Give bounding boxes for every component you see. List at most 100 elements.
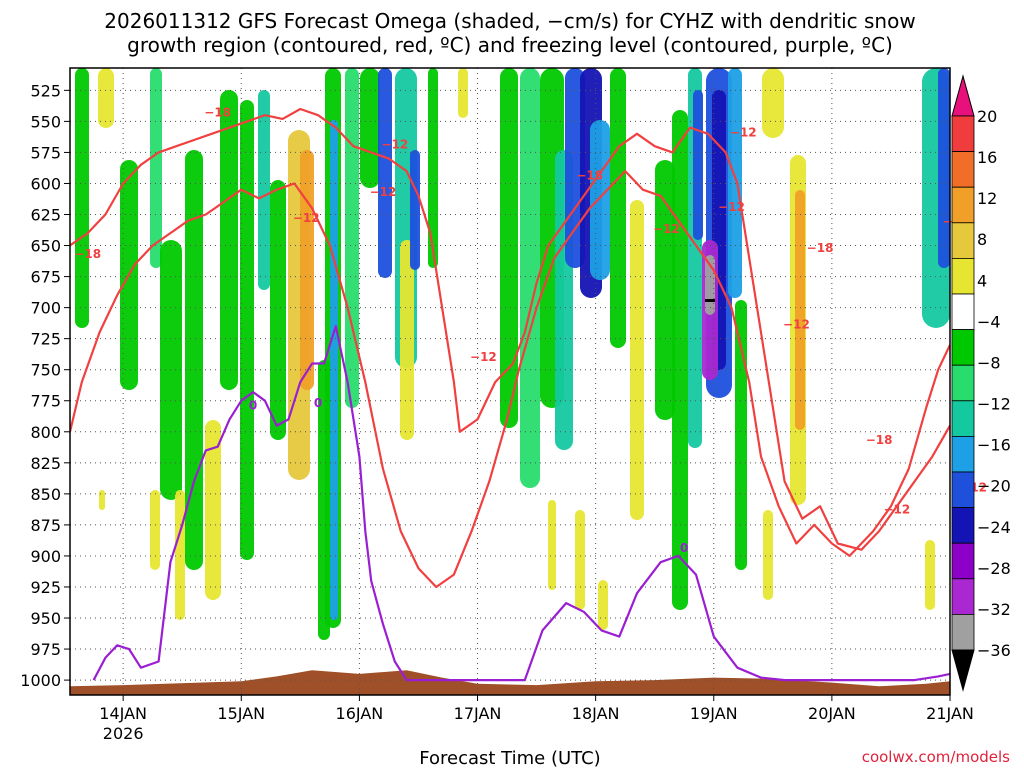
chart-title-line-2: growth region (contoured, red, ºC) and f… (127, 33, 893, 57)
omega-shade-46 (795, 190, 805, 430)
contour-label-10: −18 (807, 241, 834, 255)
contour-label-3: −12 (381, 138, 408, 152)
omega-shade-49 (925, 540, 935, 610)
colorbar-band-13 (951, 542, 975, 580)
omega-shade-34 (672, 110, 688, 610)
colorbar-bottom-arrow (951, 649, 975, 692)
colorbar-label-11: −28 (977, 559, 1011, 578)
colorbar-band-1 (951, 115, 975, 152)
omega-shade-48 (938, 68, 950, 268)
plot-area: −18 −18 −12 −12 −12 −12 −18 −12 −12 −12 −18 −12 −18 −… (69, 67, 987, 696)
omega-shading (75, 68, 950, 640)
plot-frame (69, 67, 951, 696)
omega-shade-3 (150, 68, 162, 268)
colorbar-band-2 (951, 151, 975, 188)
contour-label-0: −18 (74, 247, 101, 261)
credit-text: coolwx.com/models (862, 748, 1010, 766)
colorbar-top-arrow (951, 74, 975, 117)
omega-shade-7 (220, 90, 238, 390)
omega-shade-22 (428, 68, 438, 268)
y-tick-label-950: 950 (30, 609, 61, 628)
omega-shade-10 (270, 180, 286, 440)
x-tick-label-20JAN: 20JAN (808, 704, 856, 723)
omega-shade-core (705, 299, 715, 302)
contour-label-12: −18 (866, 433, 893, 447)
colorbar-band-15 (951, 614, 975, 651)
colorbar-label-8: −16 (977, 436, 1011, 455)
y-tick-label-675: 675 (30, 268, 61, 287)
omega-shade-8 (240, 100, 254, 560)
omega-shade-44 (763, 510, 773, 600)
omega-shade-16 (345, 68, 359, 408)
y-tick-label-600: 600 (30, 174, 61, 193)
y-tick-label-550: 550 (30, 112, 61, 131)
colorbar-label-4: 4 (977, 271, 987, 290)
colorbar-label-12: −32 (977, 600, 1011, 619)
contour-label-8: −12 (730, 125, 757, 139)
y-tick-label-1000: 1000 (20, 671, 61, 690)
colorbar-label-7: −12 (977, 395, 1011, 414)
y-tick-label-725: 725 (30, 330, 61, 349)
omega-shade-25 (520, 68, 540, 488)
contour-label-5: −12 (470, 350, 497, 364)
colorbar-label-5: −4 (977, 312, 1001, 331)
x-tick-label-18JAN: 18JAN (572, 704, 620, 723)
omega-shade-42 (735, 300, 747, 570)
omega-shade-53 (548, 500, 556, 590)
y-tick-label-900: 900 (30, 547, 61, 566)
y-tick-label-925: 925 (30, 578, 61, 597)
y-tick-label-975: 975 (30, 640, 61, 659)
y-tick-label-700: 700 (30, 299, 61, 318)
y-tick-label-750: 750 (30, 361, 61, 380)
omega-shade-5 (185, 150, 203, 570)
terrain-profile (70, 670, 950, 695)
omega-shade-50 (150, 490, 160, 570)
colorbar-band-10 (951, 435, 975, 473)
omega-shade-43 (762, 68, 784, 138)
contour-label-11: −12 (783, 318, 810, 332)
omega-shade-31 (610, 68, 626, 348)
omega-shade-18 (378, 68, 392, 278)
y-tick-label-525: 525 (30, 81, 61, 100)
omega-shade-55 (598, 580, 608, 630)
omega-shade-12 (300, 150, 314, 390)
contour-label-4: −12 (370, 185, 397, 199)
colorbar-label-10: −24 (977, 518, 1011, 537)
omega-shade-24 (500, 68, 518, 428)
omega-shade-51 (175, 490, 185, 620)
y-tick-label-850: 850 (30, 485, 61, 504)
colorbar-band-4 (951, 222, 975, 259)
colorbar-label-3: 8 (977, 230, 987, 249)
colorbar: 20 16 12 8 4 −4 −8 −12 −16 −20 −24 −28 −32 −36 (951, 74, 1011, 692)
omega-shade-6 (205, 420, 221, 600)
omega-shade-21 (410, 150, 420, 270)
colorbar-label-0: 20 (977, 107, 997, 126)
y-tick-label-625: 625 (30, 206, 61, 225)
omega-shade-20 (400, 240, 414, 440)
x-tick-label-15JAN: 15JAN (217, 704, 265, 723)
omega-shade-15 (330, 120, 338, 620)
contour-label-9: −12 (718, 200, 745, 214)
colorbar-band-3 (951, 186, 975, 224)
chart-title-line-1: 2026011312 GFS Forecast Omega (shaded, −… (104, 9, 915, 33)
x-tick-label-19JAN: 19JAN (690, 704, 738, 723)
colorbar-label-13: −36 (977, 641, 1011, 660)
y-tick-label-575: 575 (30, 143, 61, 162)
y-tick-label-800: 800 (30, 423, 61, 442)
colorbar-band-14 (951, 578, 975, 615)
x-tick-sublabel-14JAN: 2026 (103, 724, 144, 743)
omega-shade-23 (458, 68, 468, 118)
colorbar-band-7 (951, 329, 975, 366)
contour-2 (92, 325, 950, 682)
x-tick-label-16JAN: 16JAN (336, 704, 384, 723)
omega-shade-1 (98, 68, 114, 128)
omega-shade-54 (575, 510, 585, 610)
contour-label-13: −12 (883, 503, 910, 517)
contour-label-7: −12 (653, 222, 680, 236)
colorbar-band-9 (951, 400, 975, 437)
x-tick-label-17JAN: 17JAN (454, 704, 502, 723)
omega-shade-0 (75, 68, 89, 328)
omega-shade-17 (360, 68, 380, 188)
omega-shade-30 (590, 120, 610, 280)
